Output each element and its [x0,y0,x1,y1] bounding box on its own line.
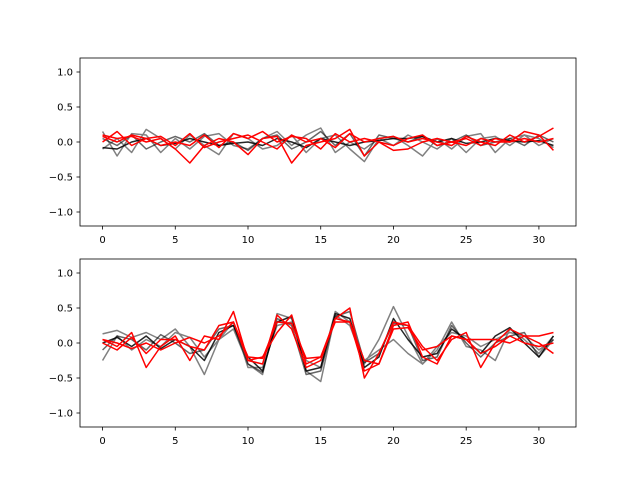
series-group [101,127,554,164]
x-tick-label: 20 [387,235,400,246]
y-tick-label: −0.5 [49,173,73,184]
y-tick-label: −0.5 [49,374,73,385]
y-tick-label: 0.5 [57,304,73,315]
series-line-4 [102,310,555,376]
series-line-7 [102,321,554,365]
subplots: 0 5 10 15 20 25 30 −1.0 −0.5 0.0 0.5 1.0 0 5 10 15 20 25 3… [49,57,577,447]
x-tick-label: 0 [99,235,105,246]
y-tick-label: 1.0 [57,68,73,79]
y-tick-label: −1.0 [49,409,73,420]
series-group [101,305,555,383]
x-tick-label: 25 [460,235,473,246]
x-tick-label: 30 [533,235,546,246]
y-tick-label: 1.0 [57,269,73,280]
x-tick-label: 20 [387,436,400,447]
y-tick-label: 0.0 [57,339,73,350]
x-tick-label: 5 [172,235,178,246]
y-tick-label: −1.0 [49,208,73,219]
x-tick-label: 10 [242,235,255,246]
series-line-1 [102,305,555,383]
subplot-2: 0 5 10 15 20 25 30 −1.0 −0.5 0.0 0.5 1.0 [49,258,577,447]
x-tick-label: 0 [99,436,105,447]
y-tick-label: 0.5 [57,103,73,114]
x-tick-label: 15 [314,235,327,246]
x-tick-label: 30 [533,436,546,447]
series-line-7 [102,127,554,150]
x-tick-label: 15 [314,436,327,447]
x-tick-label: 25 [460,436,473,447]
subplot-1: 0 5 10 15 20 25 30 −1.0 −0.5 0.0 0.5 1.0 [49,57,577,246]
y-tick-label: 0.0 [57,138,73,149]
x-tick-label: 5 [172,436,178,447]
x-tick-label: 10 [242,436,255,447]
